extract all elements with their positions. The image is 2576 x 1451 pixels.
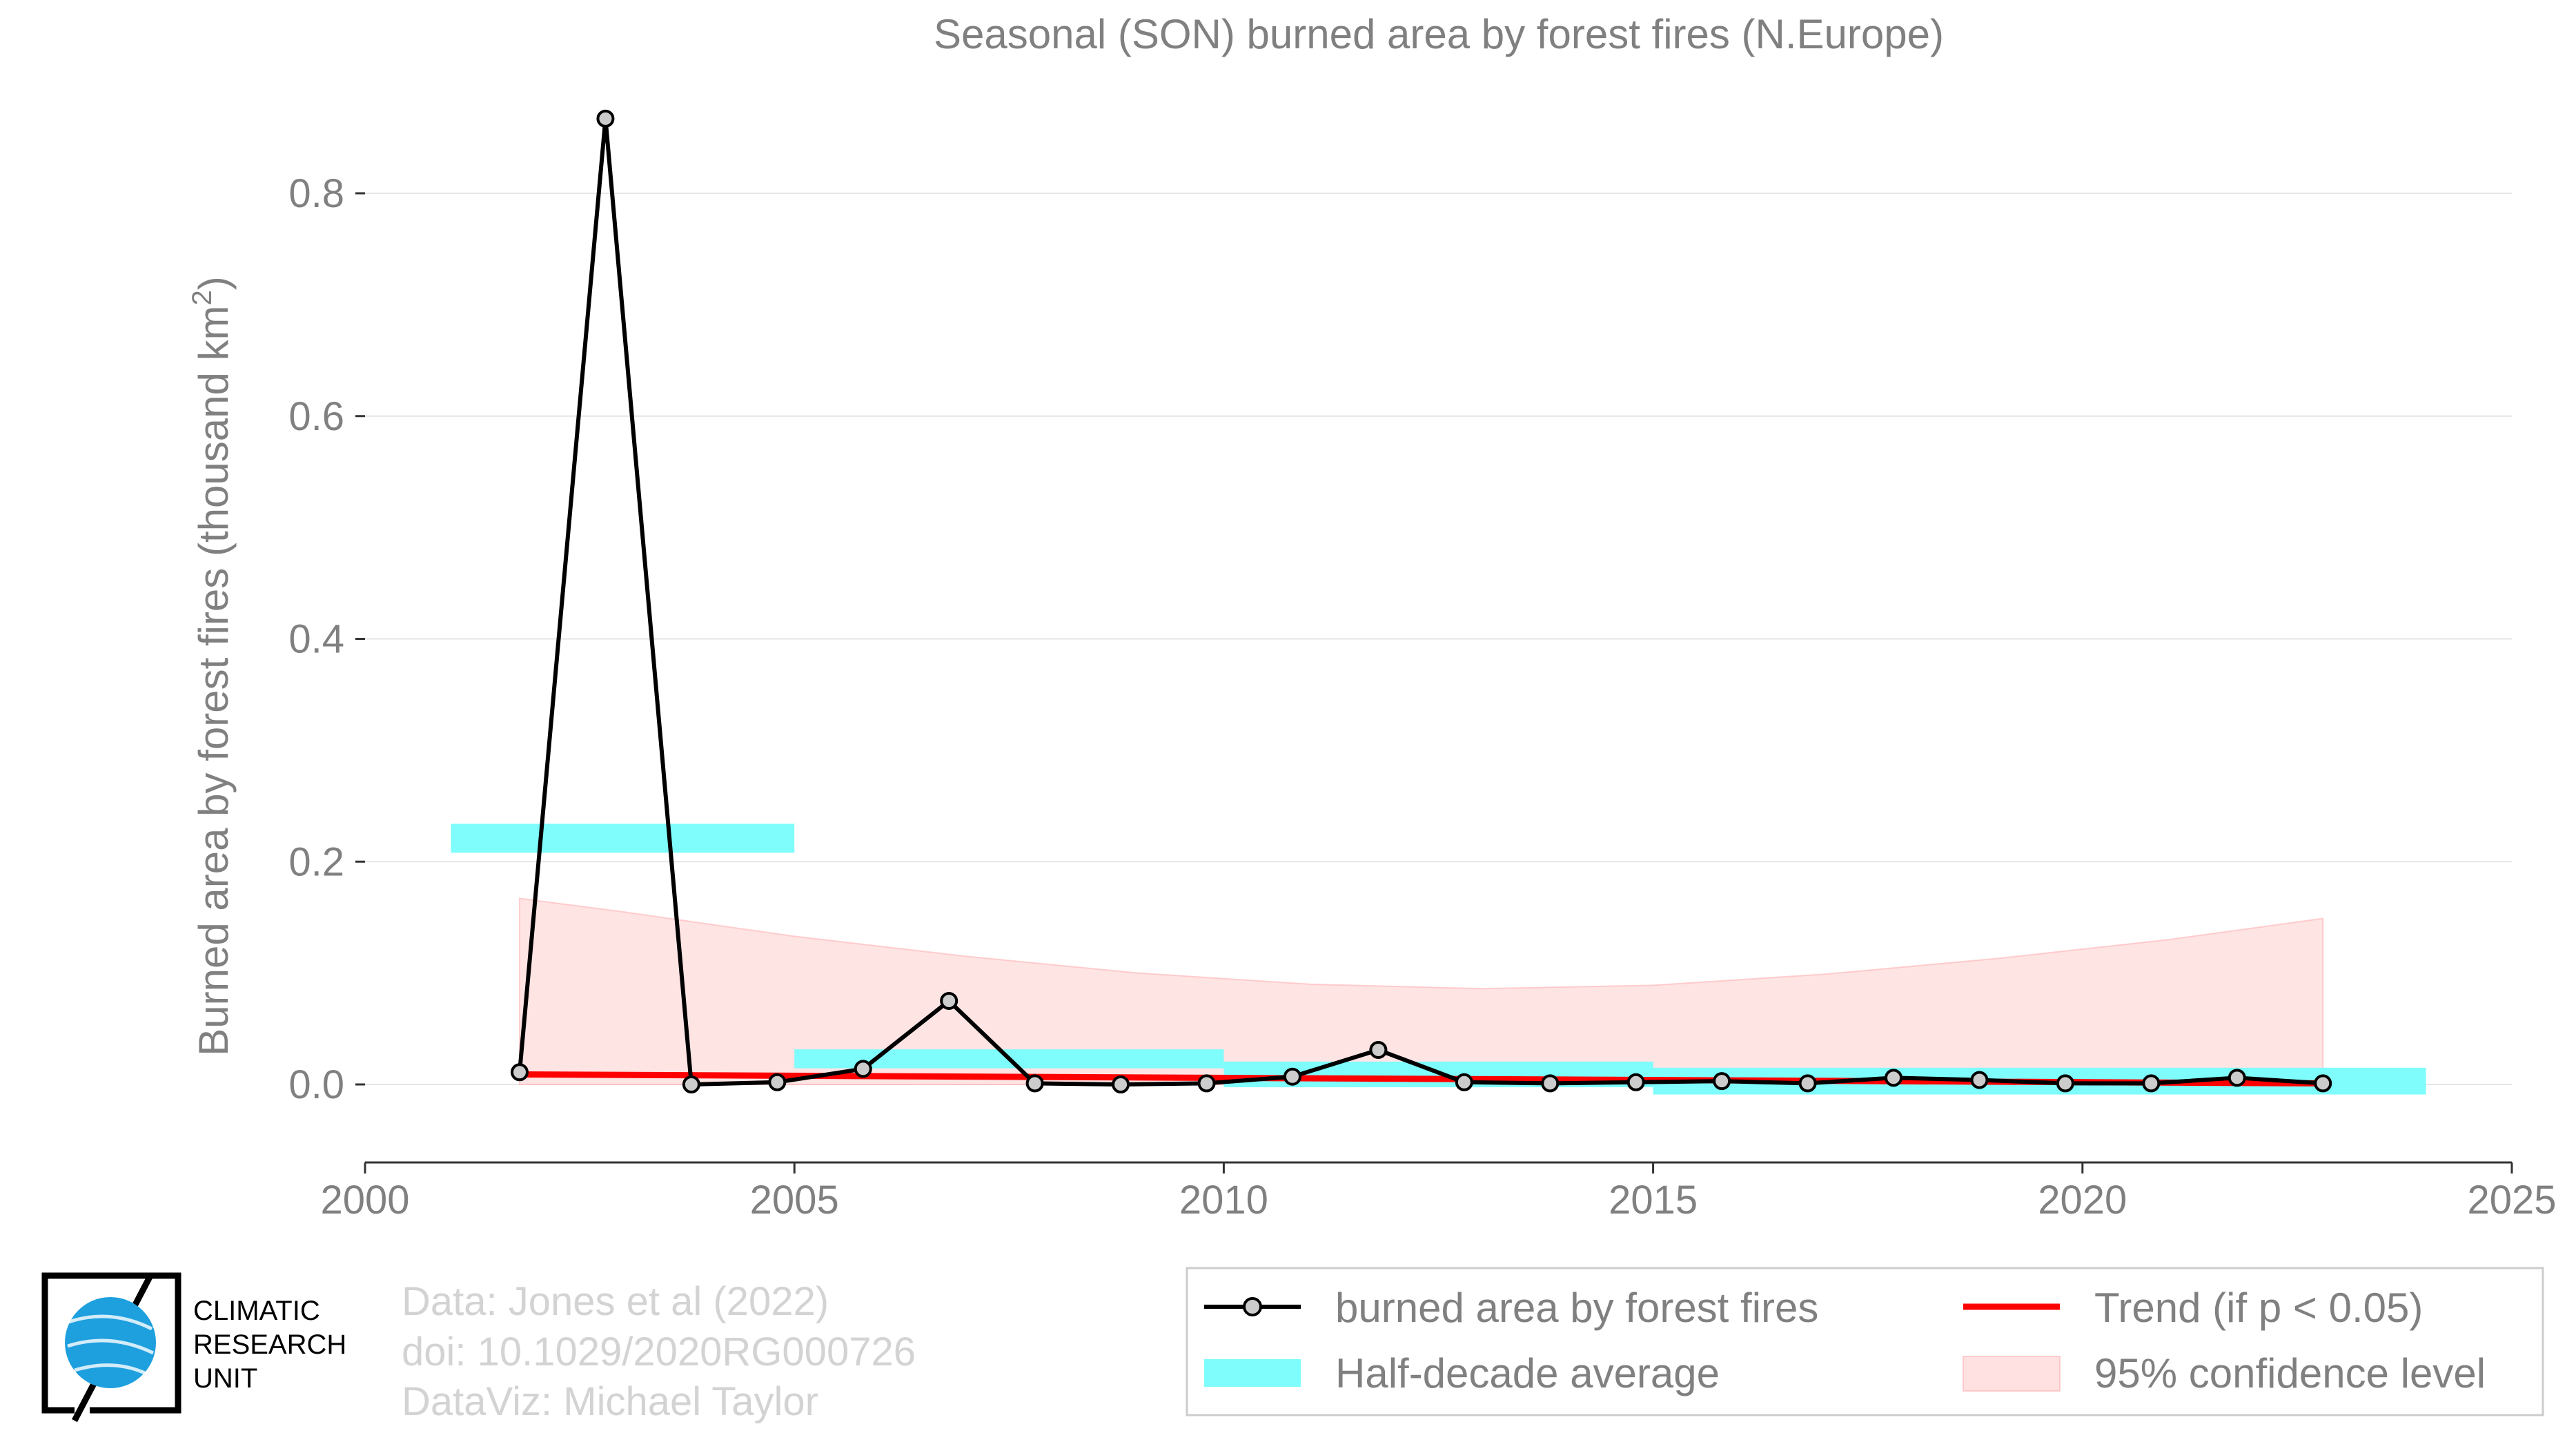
data-series-layer	[510, 109, 2332, 1093]
data-point	[1970, 1071, 1989, 1089]
y-tick-label: 0.8	[288, 171, 344, 216]
data-point	[1369, 1040, 1388, 1059]
series-line	[518, 116, 2323, 1087]
data-point	[2056, 1074, 2074, 1093]
y-axis-label-superscript: 2	[187, 290, 217, 305]
data-point	[1197, 1074, 1216, 1093]
x-tick-label: 2005	[750, 1178, 839, 1223]
logo-text-line3: UNIT	[193, 1363, 257, 1394]
data-point	[1885, 1069, 1903, 1087]
y-axis-label-close: )	[190, 276, 237, 290]
x-axis-ticks: 2000 2005 2010 2015 2020 2025	[320, 1162, 2557, 1223]
credit-doi: doi: 10.1029/2020RG000726	[402, 1330, 916, 1374]
y-tick-label: 0.6	[288, 394, 344, 439]
y-axis-label: Burned area by forest fires (thousand km…	[187, 276, 237, 1055]
logo-text-line2: RESEARCH	[193, 1330, 346, 1360]
x-tick-label: 2010	[1179, 1178, 1268, 1223]
data-point	[510, 1063, 529, 1082]
credits: Data: Jones et al (2022) doi: 10.1029/20…	[402, 1279, 916, 1424]
data-point	[1283, 1067, 1301, 1086]
credit-dataviz: DataViz: Michael Taylor	[402, 1379, 818, 1424]
data-point	[2314, 1074, 2332, 1093]
data-point	[854, 1060, 872, 1078]
legend-marker-series	[1243, 1297, 1262, 1316]
legend-label-half-decade: Half-decade average	[1335, 1350, 1720, 1396]
data-point	[1626, 1073, 1645, 1091]
cru-logo: CLIMATIC RESEARCH UNIT	[41, 1272, 346, 1423]
data-point	[1112, 1075, 1130, 1093]
data-point	[1713, 1072, 1731, 1091]
confidence-band	[518, 897, 2324, 1085]
legend-label-trend: Trend (if p < 0.05)	[2094, 1285, 2423, 1331]
x-tick-label: 2020	[2038, 1178, 2127, 1223]
legend: burned area by forest fires Trend (if p …	[1186, 1267, 2544, 1416]
legend-box	[1186, 1267, 2544, 1416]
data-point	[1455, 1073, 1473, 1091]
data-point	[2228, 1069, 2246, 1087]
data-point	[940, 991, 958, 1010]
legend-swatch-confidence	[1963, 1356, 2061, 1392]
legend-label-confidence: 95% confidence level	[2094, 1350, 2486, 1396]
half-decade-bar	[451, 824, 795, 853]
y-axis-ticks: 0.0 0.2 0.4 0.6 0.8	[288, 171, 365, 1107]
logo-frame-left	[41, 1272, 145, 1414]
confidence-band-layer	[518, 897, 2324, 1085]
data-point	[1798, 1074, 1817, 1093]
credit-data-source: Data: Jones et al (2022)	[402, 1279, 829, 1324]
data-point	[596, 109, 615, 128]
data-point	[682, 1075, 700, 1093]
legend-label-series: burned area by forest fires	[1335, 1285, 1818, 1331]
y-tick-label: 0.4	[288, 617, 344, 662]
logo-frame-right	[90, 1272, 181, 1414]
logo-text-line1: CLIMATIC	[193, 1296, 320, 1326]
data-point	[2142, 1074, 2161, 1093]
chart-title: Seasonal (SON) burned area by forest fir…	[934, 11, 1944, 57]
data-point	[1025, 1074, 1044, 1093]
x-tick-label: 2000	[320, 1178, 409, 1223]
data-point	[1541, 1074, 1560, 1093]
globe-swirl-icon	[67, 1314, 155, 1376]
y-tick-label: 0.0	[288, 1062, 344, 1107]
x-tick-label: 2025	[2467, 1178, 2556, 1223]
x-tick-label: 2015	[1609, 1178, 1698, 1223]
data-point	[768, 1073, 787, 1091]
y-axis-label-main: Burned area by forest fires (thousand km	[190, 306, 237, 1056]
legend-swatch-half-decade	[1204, 1359, 1301, 1387]
y-tick-label: 0.2	[288, 839, 344, 884]
